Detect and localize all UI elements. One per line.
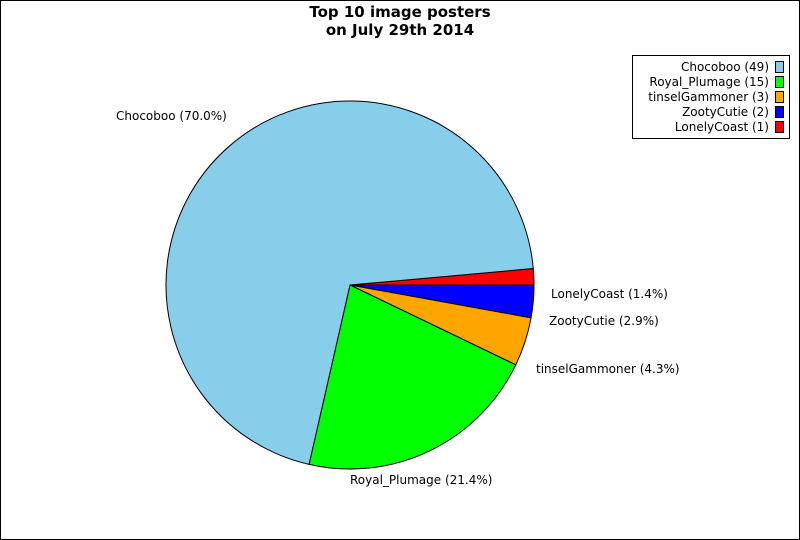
legend-label: Royal_Plumage (15) <box>649 74 769 89</box>
legend-swatch-royal-plumage <box>775 75 784 88</box>
legend-item-lonelycoast: LonelyCoast (1) <box>633 119 789 134</box>
chart-title-line-2: on July 29th 2014 <box>325 21 475 39</box>
pie-slice-chocoboo <box>165 100 534 465</box>
legend-swatch-tinselgammoner <box>775 90 784 103</box>
legend-label: LonelyCoast (1) <box>674 119 769 134</box>
slice-label-chocoboo: Chocoboo (70.0%) <box>116 109 227 123</box>
legend-label: Chocoboo (49) <box>680 59 769 74</box>
slice-label-tinselgammoner: tinselGammoner (4.3%) <box>536 362 680 376</box>
chart-title-line-1: Top 10 image posters <box>309 3 491 21</box>
chart-title: Top 10 image posters on July 29th 2014 <box>0 3 800 39</box>
legend-item-chocoboo: Chocoboo (49) <box>633 59 789 74</box>
legend-swatch-lonelycoast <box>775 120 784 133</box>
legend-item-tinselgammoner: tinselGammoner (3) <box>633 89 789 104</box>
slice-label-lonelycoast: LonelyCoast (1.4%) <box>551 287 668 301</box>
legend-label: ZootyCutie (2) <box>682 104 769 119</box>
pie-slice-royal-plumage <box>308 284 517 470</box>
legend-swatch-zootycutie <box>775 105 784 118</box>
legend-swatch-chocoboo <box>775 60 784 73</box>
legend-item-royal-plumage: Royal_Plumage (15) <box>633 74 789 89</box>
legend-label: tinselGammoner (3) <box>648 89 769 104</box>
legend-item-zootycutie: ZootyCutie (2) <box>633 104 789 119</box>
slice-label-zootycutie: ZootyCutie (2.9%) <box>549 314 659 328</box>
slice-label-royal-plumage: Royal_Plumage (21.4%) <box>350 473 492 487</box>
chart-legend: Chocoboo (49) Royal_Plumage (15) tinselGam… <box>632 55 790 139</box>
